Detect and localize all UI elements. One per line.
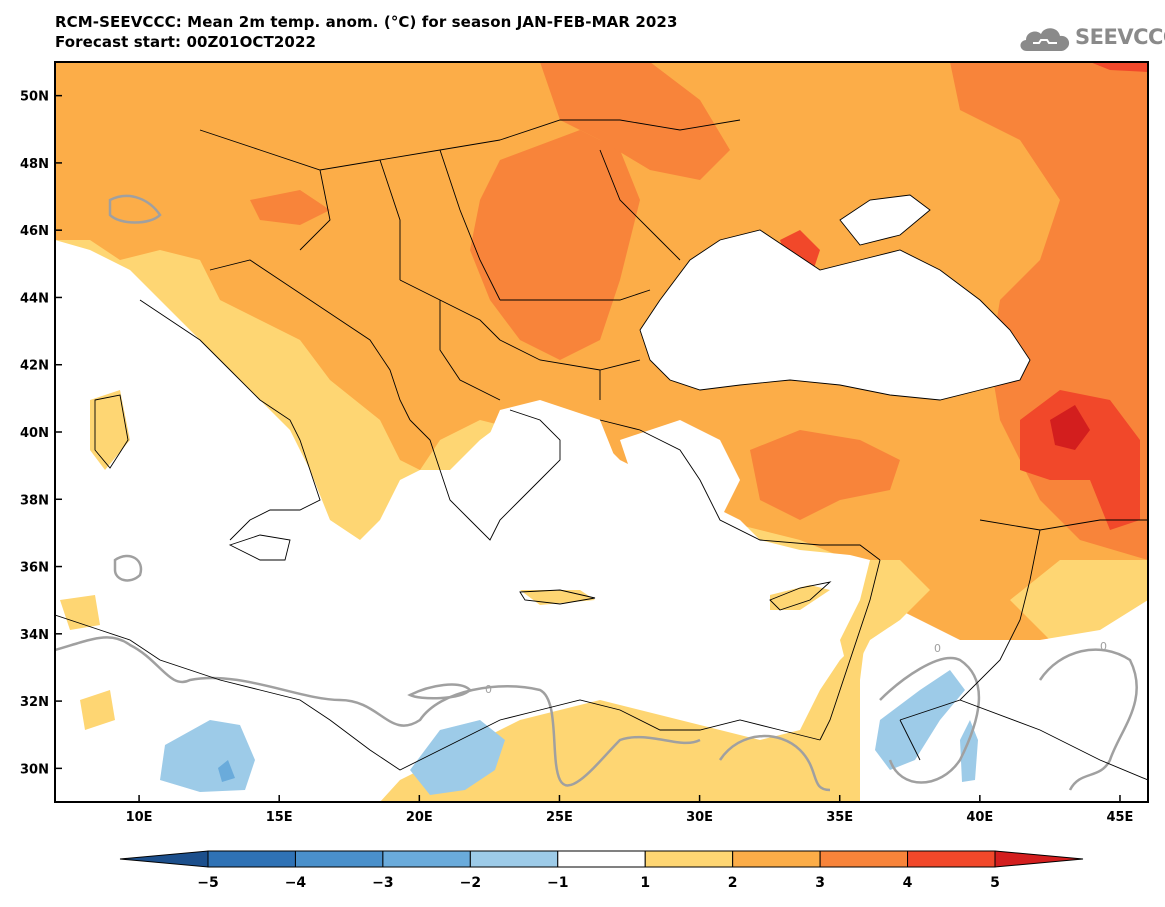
colorbar-label: 2 <box>727 875 738 891</box>
colorbar-box <box>644 850 734 868</box>
colorbar-label: −5 <box>197 875 219 891</box>
axis-ticks <box>55 94 1121 802</box>
lat-tick-label: 48N <box>20 157 49 172</box>
azov-sea <box>840 195 930 245</box>
negative-anomaly-libya-west-core <box>218 760 235 782</box>
contour-label: 0 <box>1100 640 1107 653</box>
negative-anomaly-jordan <box>875 670 965 770</box>
lon-tick-label: 15E <box>266 810 293 825</box>
colorbar-label: −2 <box>459 875 482 891</box>
anomaly-band-3-4-central <box>470 130 640 360</box>
border-lines <box>199 119 1148 781</box>
colorbar-box <box>732 850 821 868</box>
axis-tick-labels: 10E 15E 20E 25E 30E 35E 40E 45E 50N 48N 46N 44N 42N 4… <box>20 90 1133 825</box>
coastlines-and-borders <box>55 119 1148 781</box>
colorbar-label: −4 <box>284 875 307 891</box>
colorbar-box <box>207 850 296 868</box>
coastline-levant <box>819 559 881 741</box>
mediterranean-sea <box>55 240 870 802</box>
anomaly-band-4-5-caucasus <box>1020 390 1140 530</box>
colorbar-label: −1 <box>547 875 569 891</box>
zero-contour-levant <box>879 656 981 784</box>
lat-tick-label: 50N <box>20 90 49 105</box>
lat-tick-label: 32N <box>20 695 49 710</box>
anomaly-patch-levant <box>840 560 930 680</box>
anomaly-patch-tunisia <box>60 595 100 630</box>
aegean-islands-white <box>470 400 620 580</box>
colorbar-box <box>819 850 909 868</box>
cloud-icon <box>1020 28 1070 51</box>
coastline-adriatic <box>209 259 411 421</box>
zero-contour-alps <box>108 194 162 224</box>
lon-tick-label: 20E <box>406 810 433 825</box>
contour-label: 0 <box>485 683 492 696</box>
crete-outline <box>519 589 596 605</box>
colorbar-box <box>469 850 559 868</box>
anomaly-band-3-4-alps <box>250 190 330 225</box>
anomaly-band-3-4-turkey <box>750 430 900 520</box>
coastline-turkey <box>599 419 881 561</box>
lat-tick-label: 36N <box>20 561 49 576</box>
coastline-greece <box>409 409 561 541</box>
colorbar-label: 4 <box>902 875 913 891</box>
colorbar-lower-extension <box>119 850 209 868</box>
zero-contour-lines <box>55 194 1138 792</box>
anomaly-band-3-4-ukraine <box>540 62 730 180</box>
negative-anomaly-libya-east <box>410 720 505 795</box>
anomaly-band-gt5 <box>1050 405 1090 450</box>
lat-tick-label: 38N <box>20 493 49 508</box>
zero-contour-africa-east <box>718 734 831 792</box>
lat-tick-label: 34N <box>20 628 49 643</box>
coastline-black-sea <box>639 229 1031 401</box>
coastline-azov <box>839 194 931 246</box>
cyprus-outline <box>769 581 832 611</box>
colorbar-label: 3 <box>815 875 825 891</box>
title-line-2: Forecast start: 00Z01OCT2022 <box>55 33 317 51</box>
map-title: RCM-SEEVCCC: Mean 2m temp. anom. (°C) fo… <box>55 12 678 52</box>
zero-contour-africa-west <box>55 636 701 787</box>
negative-anomaly-arabia <box>960 720 978 782</box>
anomaly-patch-libya <box>80 690 115 730</box>
zero-contour-sahara-loop <box>407 683 472 700</box>
logo-text: SEEVCCC <box>1075 25 1165 49</box>
colorbar <box>119 850 1084 868</box>
anomaly-patch-sardinia <box>90 390 130 470</box>
turkey-white-patch <box>620 420 740 520</box>
anomaly-band-4-5-north <box>1090 62 1148 72</box>
colorbar-box <box>557 850 646 868</box>
colorbar-label: −3 <box>372 875 394 891</box>
lat-tick-label: 44N <box>20 291 49 306</box>
lat-tick-label: 40N <box>20 426 49 441</box>
lon-tick-label: 35E <box>826 810 853 825</box>
anomaly-patch-cyprus <box>770 585 830 610</box>
colorbar-box <box>382 850 471 868</box>
lon-tick-label: 25E <box>546 810 573 825</box>
map-body <box>55 62 1148 802</box>
lon-tick-label: 30E <box>686 810 713 825</box>
lon-tick-label: 40E <box>966 810 993 825</box>
zero-contour-arabia <box>1038 648 1138 791</box>
lon-tick-label: 45E <box>1106 810 1133 825</box>
sardinia-outline <box>94 394 129 469</box>
black-sea <box>640 230 1030 400</box>
lat-tick-label: 46N <box>20 224 49 239</box>
coastline-italy <box>139 299 321 541</box>
contour-label: 0 <box>934 642 941 655</box>
seevccc-logo: SEEVCCC <box>1017 22 1165 56</box>
lat-tick-label: 42N <box>20 359 49 374</box>
zero-contour-tunisia-loop <box>113 554 143 582</box>
colorbar-label: 1 <box>640 875 651 891</box>
colorbar-label: 5 <box>990 875 1000 891</box>
sicily-outline <box>228 534 291 561</box>
coastline-africa <box>55 614 821 771</box>
north-africa-white <box>860 600 1148 802</box>
title-line-1: RCM-SEEVCCC: Mean 2m temp. anom. (°C) fo… <box>55 13 678 31</box>
colorbar-box <box>907 850 996 868</box>
lat-tick-label: 30N <box>20 762 49 777</box>
colorbar-box <box>294 850 384 868</box>
colorbar-upper-extension <box>994 850 1084 868</box>
lon-tick-label: 10E <box>126 810 153 825</box>
